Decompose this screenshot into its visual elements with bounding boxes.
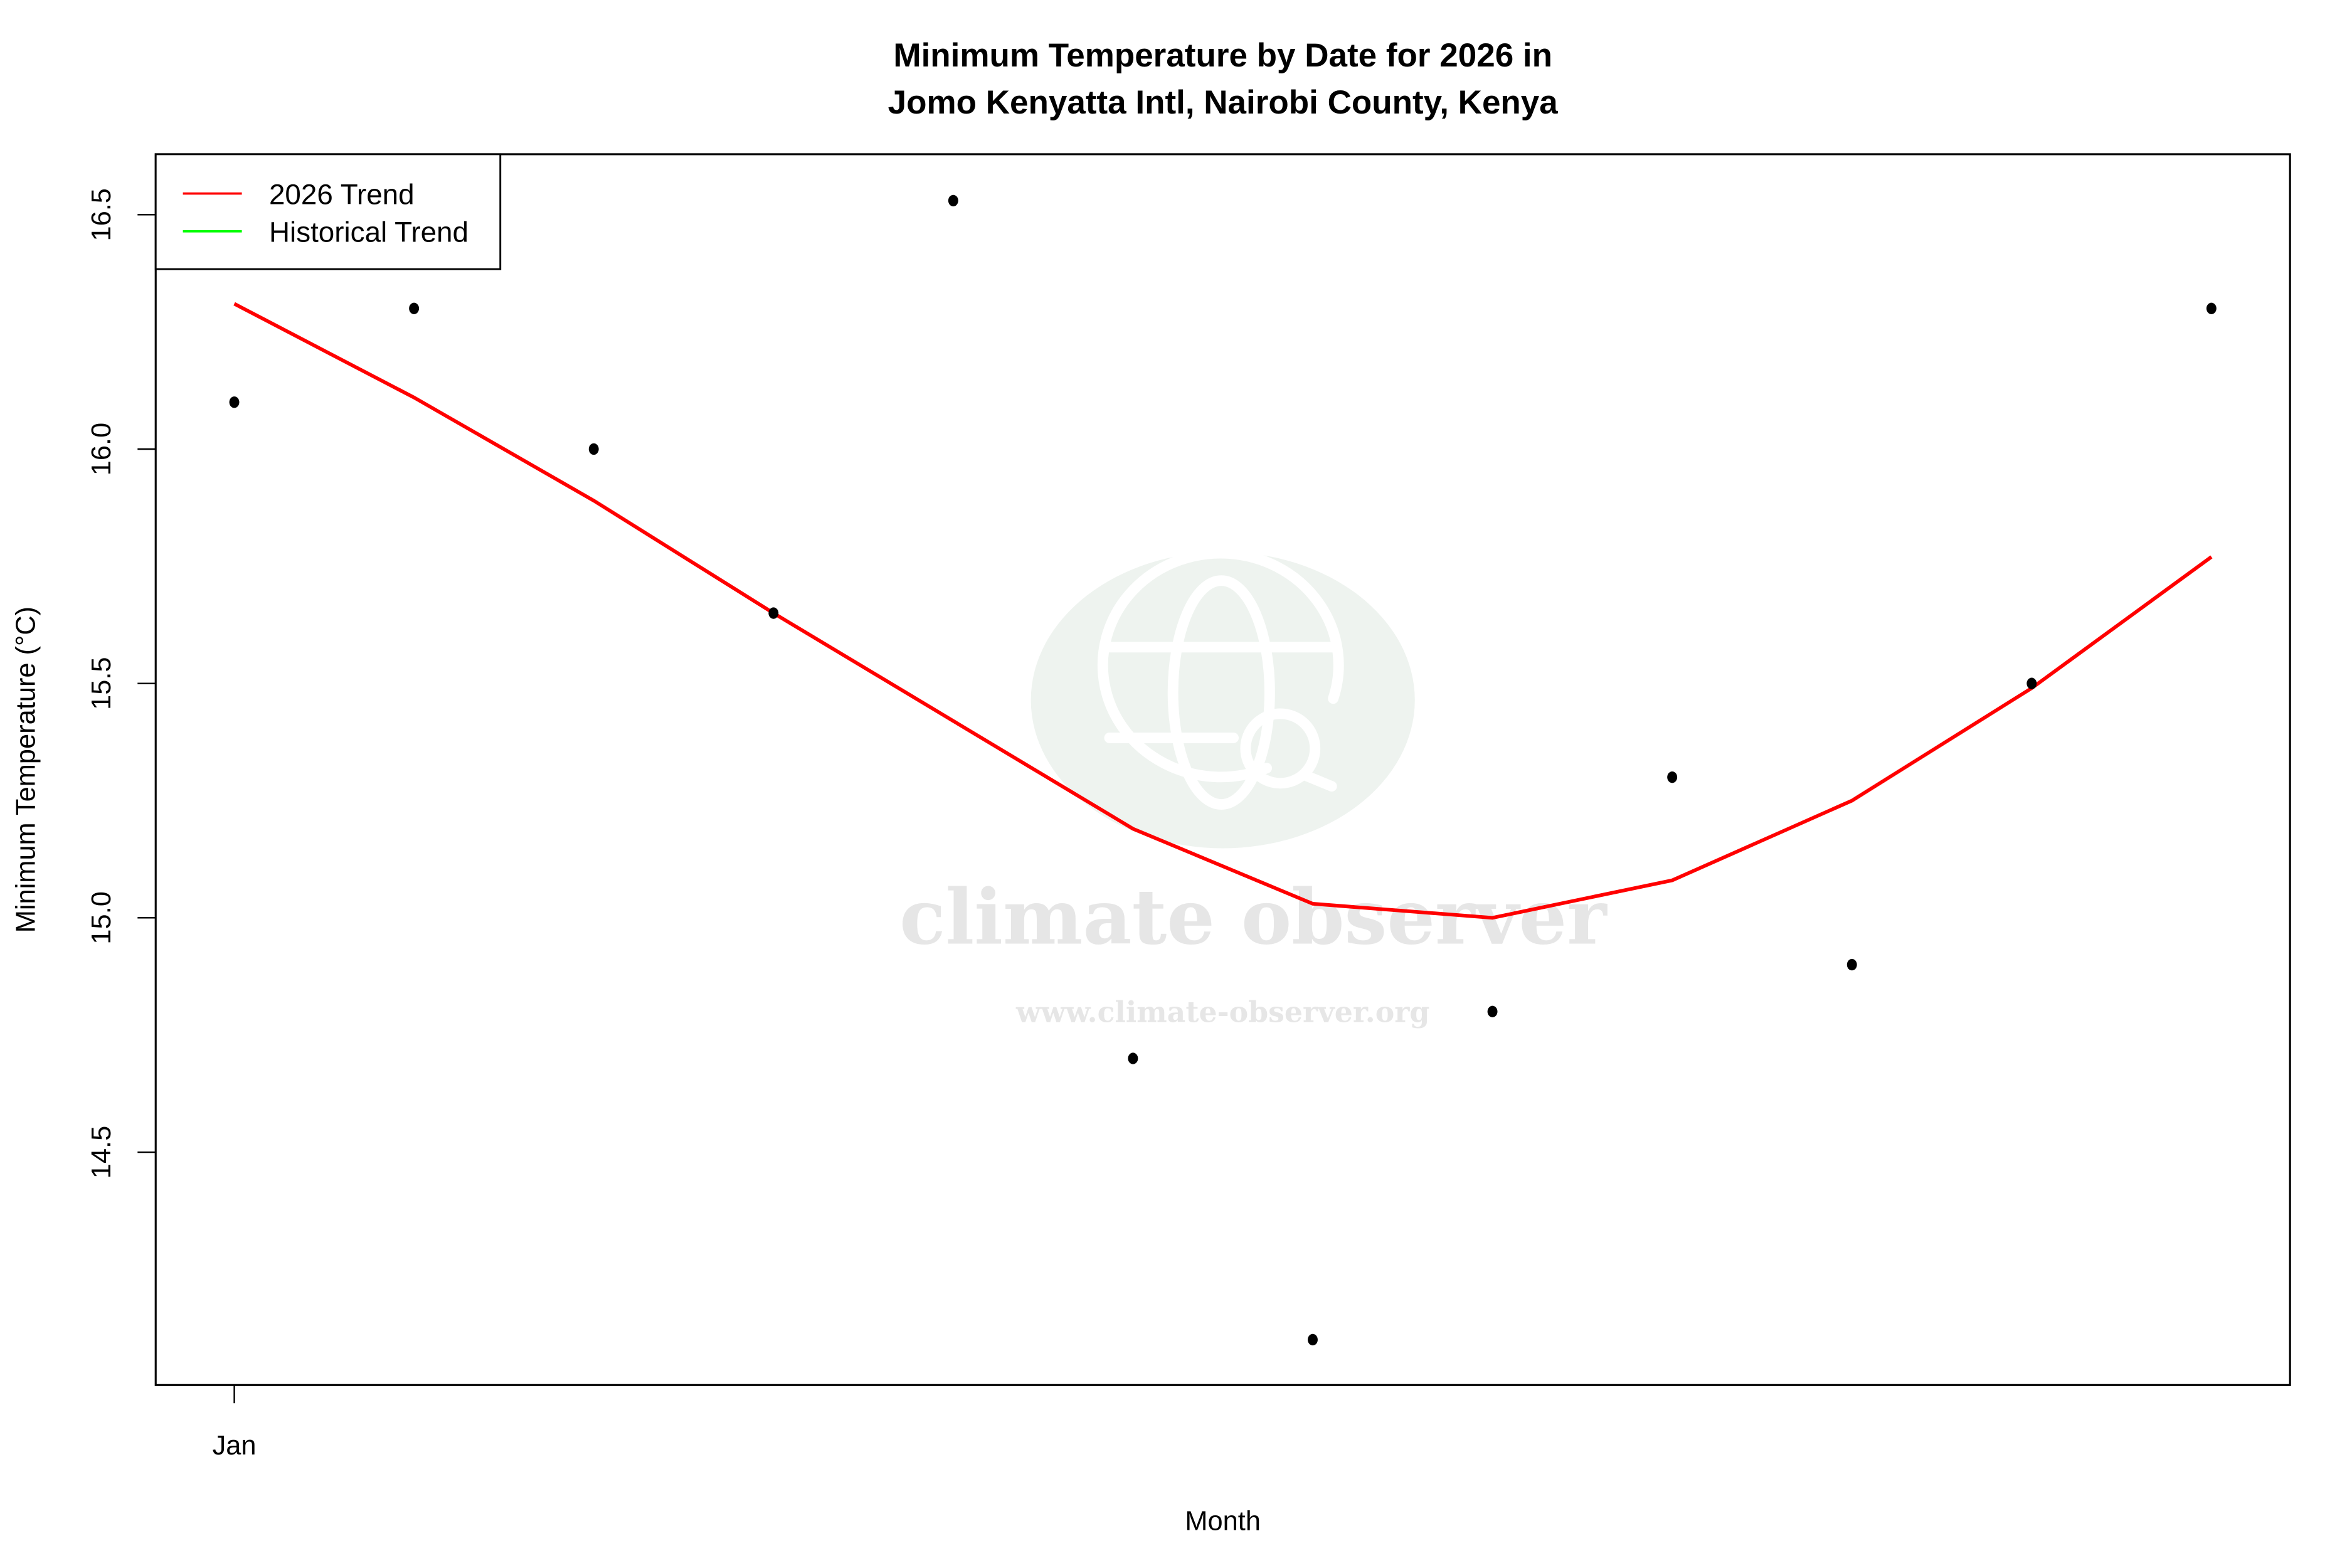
watermark-badge [1030,551,1415,849]
y-tick-label: 15.5 [87,657,117,709]
x-axis: Jan [213,1385,257,1461]
data-point [2206,302,2217,314]
trend-line-path [233,302,2213,920]
x-tick-label: Jan [213,1431,257,1461]
trend-line-2026 [233,302,2213,920]
data-point [2026,677,2037,689]
y-tick-label: 16.5 [87,188,117,241]
data-point [409,302,420,314]
data-point [1308,1333,1318,1346]
legend-label-historical-trend: Historical Trend [269,216,469,248]
watermark: climate observer www.climate-observer.or… [899,548,1608,1029]
legend: 2026 Trend Historical Trend [154,153,502,270]
data-points [229,194,2217,1346]
y-axis: 14.5 15.0 15.5 16.0 16.5 [87,188,156,1179]
plot-area [154,153,2291,1386]
data-point [1667,771,1678,783]
data-point [1846,958,1857,971]
data-point [1128,1052,1138,1064]
y-tick-label: 14.5 [87,1126,117,1179]
y-axis-label: Minimum Temperature (°C) [11,607,41,933]
data-point [229,396,240,408]
x-axis-label: Month [1185,1507,1261,1537]
legend-box [154,153,502,270]
legend-label-2026-trend: 2026 Trend [269,178,415,210]
data-point [588,443,599,455]
chart-subtitle: Jomo Kenyatta Intl, Nairobi County, Keny… [888,84,1559,121]
y-tick-label: 15.0 [87,891,117,944]
data-point [1487,1005,1498,1017]
y-tick-label: 16.0 [87,423,117,475]
data-point [948,194,958,207]
globe-search-icon [1097,548,1344,810]
data-point [768,607,779,619]
watermark-url: www.climate-observer.org [1015,995,1429,1029]
chart-title: Minimum Temperature by Date for 2026 in [893,37,1552,74]
